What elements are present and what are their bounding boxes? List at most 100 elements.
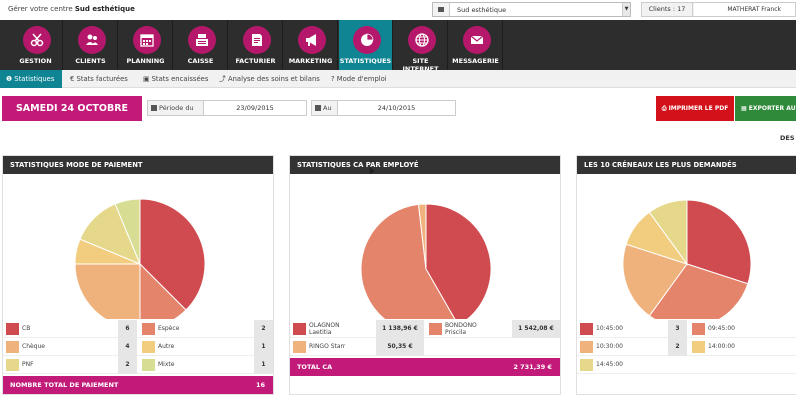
- nav-label: MARKETING: [288, 57, 333, 65]
- legend-value: 4: [118, 338, 137, 356]
- legend-label: CB: [22, 325, 31, 332]
- legend-swatch: [142, 359, 155, 371]
- pie-slice-10-30-00[interactable]: [622, 243, 688, 317]
- legend-item: RINGO Starr 50,35 €: [290, 338, 424, 356]
- footer-value: 2 731,39 €: [513, 363, 552, 371]
- legend-row: OLAGNON Laetitia 1 138,96 € BONDONO Priscila…: [290, 320, 560, 338]
- legend-swatch: [293, 323, 306, 335]
- payment-pie-svg: [74, 198, 206, 319]
- clients-box: Clients : 17 MATHERAT Franck: [641, 2, 796, 17]
- invoice-icon: [243, 26, 271, 54]
- export-button[interactable]: ▦ EXPORTER AU: [735, 96, 796, 121]
- legend-label: BONDONO Priscila: [445, 322, 477, 340]
- nav-item-messagerie[interactable]: MESSAGERIE: [449, 20, 503, 70]
- pie-slice-esp-ce[interactable]: [139, 262, 187, 319]
- legend-item: BONDONO Priscila 1 542,08 €: [426, 320, 560, 338]
- legend: OLAGNON Laetitia 1 138,96 € BONDONO Priscila…: [290, 320, 560, 356]
- nav-item-statistiques[interactable]: STATISTIQUES: [339, 20, 393, 70]
- period-to-input[interactable]: 24/10/2015: [337, 101, 455, 115]
- user-name[interactable]: MATHERAT Franck: [694, 3, 795, 16]
- period-to-group: Au 24/10/2015: [311, 100, 456, 116]
- nav-item-gestion[interactable]: GESTION: [9, 20, 63, 70]
- legend-label: RINGO Starr: [309, 343, 346, 350]
- legend-swatch: [580, 359, 593, 371]
- pie-slice-bondono-priscila[interactable]: [360, 203, 458, 319]
- pie-slice-10-45-00[interactable]: [686, 199, 752, 285]
- pie-chart-icon: [353, 26, 381, 54]
- globe-icon: [408, 26, 436, 54]
- legend-swatch: [580, 341, 593, 353]
- nav-label: CAISSE: [187, 57, 214, 65]
- legend: CB 6 Espèce 2 Chèque 4 Autre 1 PNF 2 Mixte 1: [3, 320, 273, 374]
- nav-item-marketing[interactable]: MARKETING: [284, 20, 338, 70]
- pie-slice-ch-que[interactable]: [74, 263, 141, 319]
- clients-count[interactable]: Clients : 17: [642, 3, 693, 16]
- tab-label: Statistiques: [14, 75, 55, 83]
- pie-slice-14-45-00[interactable]: [648, 199, 688, 266]
- tab-label: Analyse des soins et bilans: [227, 75, 320, 83]
- legend-label-line1: BONDONO: [445, 322, 477, 329]
- nav-item-planning[interactable]: PLANNING: [119, 20, 173, 70]
- slots-pie-svg: [622, 199, 752, 319]
- legend-item: 10:30:00 2: [577, 338, 687, 356]
- legend-value: 50,35 €: [376, 338, 424, 356]
- sub-tabs: ❶ Statistiques € Stats facturées ▣ Stats…: [0, 70, 796, 88]
- print-pdf-button[interactable]: ⎙ IMPRIMER LE PDF: [656, 96, 734, 121]
- legend-label-line2: Priscila: [445, 329, 467, 336]
- legend-value: 2: [668, 338, 687, 356]
- legend-item: Autre 1: [139, 338, 273, 356]
- current-date: SAMEDI 24 OCTOBRE 2015: [2, 96, 142, 139]
- legend-item: 14:45:00: [577, 356, 687, 374]
- nav-item-facturier[interactable]: FACTURIER: [229, 20, 283, 70]
- legend-label: Espèce: [158, 325, 180, 332]
- legend-label: PNF: [22, 361, 34, 368]
- nav-item-caisse[interactable]: CAISSE: [174, 20, 228, 70]
- legend-value: 1: [254, 356, 273, 374]
- panel-footer: NOMBRE TOTAL DE PAIEMENT 16: [3, 376, 273, 394]
- employee-pie-svg: [360, 203, 492, 319]
- legend-value: 2: [118, 356, 137, 374]
- calendar-icon: [315, 105, 321, 111]
- legend-label: Mixte: [158, 361, 175, 368]
- legend-swatch: [6, 323, 19, 335]
- legend-row: PNF 2 Mixte 1: [3, 356, 273, 374]
- tab-label: Mode d'emploi: [336, 75, 387, 83]
- megaphone-icon: [298, 26, 326, 54]
- tab-stats-facturees[interactable]: € Stats facturées: [70, 75, 128, 83]
- legend: 10:45:00 3 09:45:00 10:30:00 2 14:00:00 14:45:…: [577, 320, 796, 374]
- legend-item: Mixte 1: [139, 356, 273, 374]
- period-to-text: Au: [323, 104, 332, 112]
- pie-slice-09-45-00[interactable]: [648, 263, 749, 319]
- legend-value: 2: [254, 320, 273, 338]
- pie-slice-mixte[interactable]: [114, 198, 141, 265]
- legend-swatch: [580, 323, 593, 335]
- period-from-group: Période du 23/09/2015: [147, 100, 307, 116]
- center-select-value: Sud esthétique: [457, 6, 507, 14]
- panel-footer: TOTAL CA 2 731,39 €: [290, 358, 560, 376]
- tab-statistiques[interactable]: ❶ Statistiques: [0, 70, 62, 88]
- legend-label: 09:45:00: [708, 325, 735, 332]
- calendar-icon: [151, 105, 157, 111]
- title-center-name: Sud esthétique: [74, 5, 135, 13]
- legend-item: OLAGNON Laetitia 1 138,96 €: [290, 320, 424, 338]
- legend-label: Autre: [158, 343, 175, 350]
- panel-title: LES 10 CRÉNEAUX LES PLUS DEMANDÉS: [577, 156, 796, 174]
- tab-stats-encaissees[interactable]: ▣ Stats encaissées: [143, 75, 209, 83]
- center-select[interactable]: Sud esthétique ▼: [432, 2, 631, 17]
- legend-swatch: [293, 341, 306, 353]
- cash-register-icon: [188, 26, 216, 54]
- nav-item-clients[interactable]: CLIENTS: [64, 20, 118, 70]
- legend-label: 14:00:00: [708, 343, 735, 350]
- tab-analyse-soins[interactable]: ⤴ Analyse des soins et bilans: [219, 75, 320, 83]
- legend-value: 1: [254, 338, 273, 356]
- pie-slice-olagnon-laetitia[interactable]: [425, 203, 492, 319]
- legend-item: 10:45:00 3: [577, 320, 687, 338]
- pie-slice-cb[interactable]: [139, 198, 206, 311]
- legend-row: CB 6 Espèce 2: [3, 320, 273, 338]
- pie-slice-ringo-starr[interactable]: [417, 203, 427, 270]
- pie-chart: [3, 174, 273, 319]
- tab-mode-emploi[interactable]: ? Mode d'emploi: [331, 75, 387, 83]
- nav-item-site-internet[interactable]: SITE INTERNET: [394, 20, 448, 73]
- period-from-input[interactable]: 23/09/2015: [203, 101, 306, 115]
- chevron-down-icon[interactable]: ▼: [622, 3, 630, 16]
